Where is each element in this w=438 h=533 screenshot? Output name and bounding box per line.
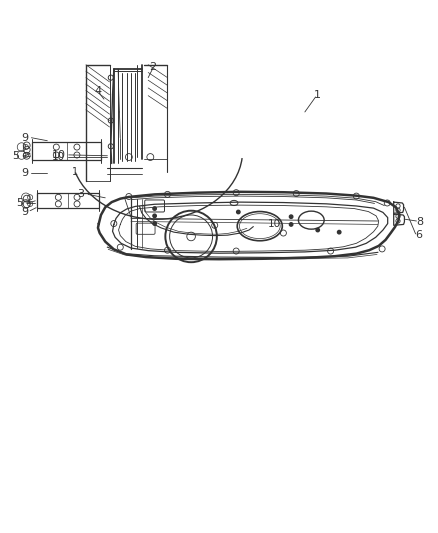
Circle shape xyxy=(337,230,341,234)
Text: 4: 4 xyxy=(95,85,102,95)
Text: 10: 10 xyxy=(52,150,66,160)
Bar xyxy=(36,193,99,208)
Text: 1: 1 xyxy=(72,167,78,177)
Text: 9: 9 xyxy=(21,168,28,178)
Text: 10: 10 xyxy=(52,152,64,162)
Text: 5: 5 xyxy=(12,151,19,161)
Circle shape xyxy=(237,211,240,214)
Text: 8: 8 xyxy=(417,217,424,227)
Circle shape xyxy=(153,222,156,225)
Text: 1: 1 xyxy=(314,90,321,100)
Text: 3: 3 xyxy=(77,189,84,199)
Text: 2: 2 xyxy=(149,62,156,72)
Text: 9: 9 xyxy=(21,133,28,143)
Circle shape xyxy=(290,223,293,226)
Text: 6: 6 xyxy=(415,230,422,240)
Bar xyxy=(32,142,101,160)
Text: 10: 10 xyxy=(267,219,280,229)
Circle shape xyxy=(316,228,319,232)
Circle shape xyxy=(153,207,156,211)
Text: 5: 5 xyxy=(16,198,23,208)
Text: 9: 9 xyxy=(21,207,28,216)
Circle shape xyxy=(290,215,293,219)
Circle shape xyxy=(153,214,156,217)
